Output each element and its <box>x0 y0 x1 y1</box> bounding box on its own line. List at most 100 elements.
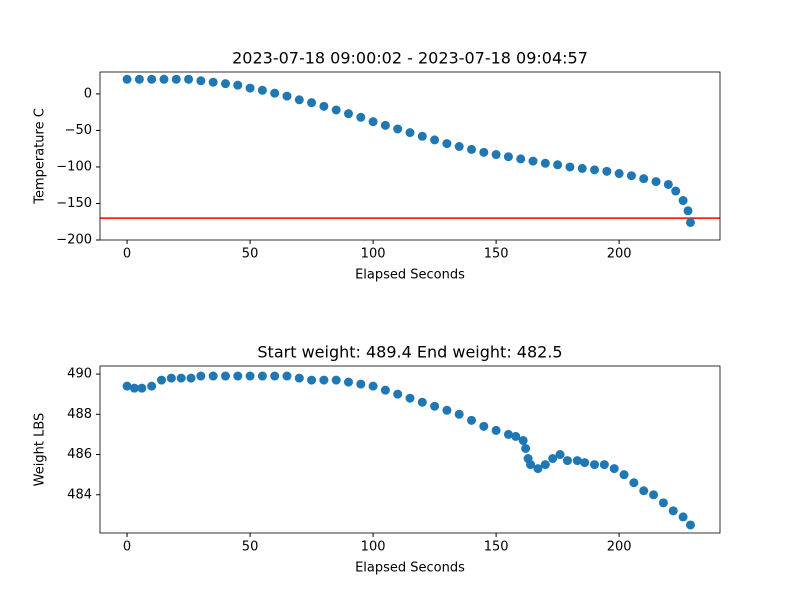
data-point <box>590 165 600 175</box>
plot-frame <box>99 365 721 534</box>
chart-title: 2023-07-18 09:00:02 - 2023-07-18 09:04:5… <box>232 49 588 68</box>
data-point <box>528 156 538 166</box>
data-point <box>572 456 582 466</box>
data-point <box>526 460 536 470</box>
data-point <box>430 401 440 411</box>
data-point <box>553 160 563 170</box>
data-point <box>122 74 132 84</box>
data-point <box>651 177 661 187</box>
data-point <box>380 385 390 395</box>
x-axis-label: Elapsed Seconds <box>355 561 465 576</box>
data-point <box>257 371 267 381</box>
plot-frame <box>99 71 721 241</box>
data-point <box>658 498 668 508</box>
data-point <box>562 456 572 466</box>
y-tick-label: 484 <box>67 487 92 502</box>
y-tick-label: −200 <box>56 233 92 248</box>
data-point <box>257 85 267 95</box>
data-point <box>331 105 341 115</box>
data-point <box>503 429 513 439</box>
data-point <box>208 77 218 87</box>
data-point <box>159 74 169 84</box>
data-point <box>134 74 144 84</box>
data-point <box>208 371 218 381</box>
data-point <box>393 124 403 134</box>
data-point <box>233 80 243 90</box>
y-tick-label: 486 <box>67 447 92 462</box>
x-tick-label: 200 <box>607 540 632 555</box>
data-point <box>580 458 590 468</box>
data-point <box>137 383 147 393</box>
chart-title: Start weight: 489.4 End weight: 482.5 <box>257 343 562 362</box>
data-point <box>380 120 390 130</box>
data-point <box>282 371 292 381</box>
data-point <box>343 109 353 119</box>
data-point <box>405 128 415 138</box>
y-tick-label: 490 <box>67 367 92 382</box>
data-point <box>685 520 695 530</box>
data-point <box>220 371 230 381</box>
data-point <box>220 79 230 89</box>
data-point <box>176 373 186 383</box>
data-point <box>393 389 403 399</box>
data-point <box>521 443 531 453</box>
y-tick-label: −150 <box>56 196 92 211</box>
data-point <box>196 371 206 381</box>
data-point <box>685 217 695 227</box>
data-point <box>319 375 329 385</box>
data-point <box>503 152 513 162</box>
data-point <box>166 373 176 383</box>
data-point <box>467 415 477 425</box>
data-point <box>307 375 317 385</box>
data-point <box>533 464 543 474</box>
data-point <box>294 95 304 105</box>
data-point <box>678 196 688 206</box>
data-point <box>331 375 341 385</box>
y-axis-label: Temperature C <box>33 108 48 205</box>
x-tick-label: 200 <box>607 247 632 262</box>
data-point <box>540 158 550 168</box>
data-point <box>511 431 521 441</box>
data-point <box>343 377 353 387</box>
data-point <box>171 74 181 84</box>
data-point <box>356 379 366 389</box>
data-point <box>599 460 609 470</box>
data-point <box>639 486 649 496</box>
data-point <box>467 144 477 154</box>
data-point <box>548 454 558 464</box>
data-point <box>129 383 139 393</box>
x-tick-label: 50 <box>242 247 259 262</box>
data-point <box>442 139 452 149</box>
data-point <box>319 101 329 111</box>
data-point <box>614 169 624 179</box>
data-point <box>491 425 501 435</box>
data-point <box>356 112 366 122</box>
data-point <box>186 373 196 383</box>
data-point <box>555 450 565 460</box>
y-tick-label: 488 <box>67 407 92 422</box>
data-point <box>479 421 489 431</box>
x-tick-label: 50 <box>242 540 259 555</box>
data-point <box>454 142 464 152</box>
x-tick-label: 0 <box>123 247 131 262</box>
data-point <box>430 135 440 145</box>
data-point <box>245 371 255 381</box>
data-point <box>294 373 304 383</box>
data-point <box>639 174 649 184</box>
data-point <box>629 478 639 488</box>
data-point <box>270 371 280 381</box>
data-point <box>282 91 292 101</box>
data-point <box>147 381 157 391</box>
data-point <box>417 131 427 141</box>
data-point <box>565 162 575 172</box>
data-point <box>678 512 688 522</box>
y-axis-label: Weight LBS <box>33 413 48 487</box>
data-point <box>270 88 280 98</box>
data-point <box>491 150 501 160</box>
data-point <box>619 470 629 480</box>
data-point <box>196 76 206 86</box>
x-tick-label: 100 <box>361 247 386 262</box>
data-point <box>590 460 600 470</box>
data-point <box>626 171 636 181</box>
